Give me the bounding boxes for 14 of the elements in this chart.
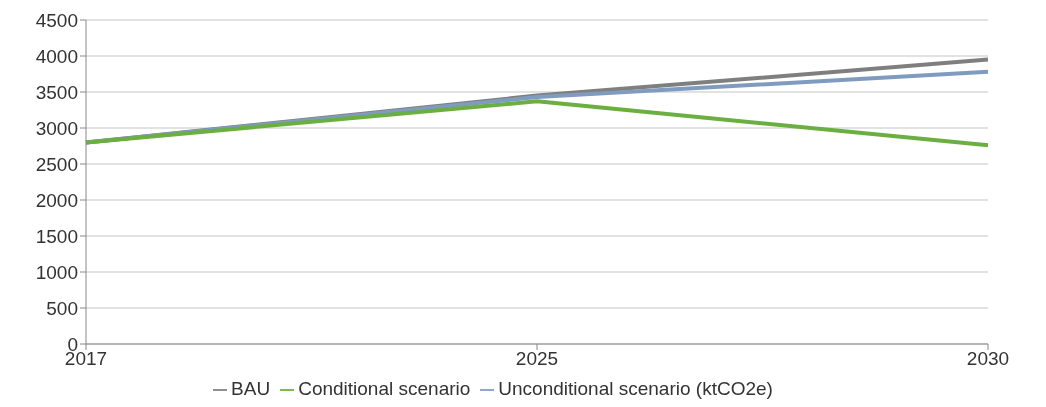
y-tick-label: 4000 (35, 45, 78, 67)
y-tick-label: 3500 (35, 81, 78, 103)
x-tick-label: 2025 (515, 348, 559, 370)
x-tick-label: 2030 (966, 348, 1010, 370)
y-tick-label: 500 (46, 297, 78, 319)
legend-label: Unconditional scenario (ktCO2e) (498, 378, 773, 399)
y-tick-label: 2000 (35, 189, 78, 211)
y-tick-label: 2500 (35, 153, 78, 175)
y-tick-label: 1000 (35, 261, 78, 283)
y-tick-label: 1500 (35, 225, 78, 247)
legend-label: Conditional scenario (298, 378, 471, 399)
y-tick-label: 4500 (35, 9, 78, 31)
y-tick-label: 3000 (35, 117, 78, 139)
legend-label: BAU (231, 378, 271, 399)
